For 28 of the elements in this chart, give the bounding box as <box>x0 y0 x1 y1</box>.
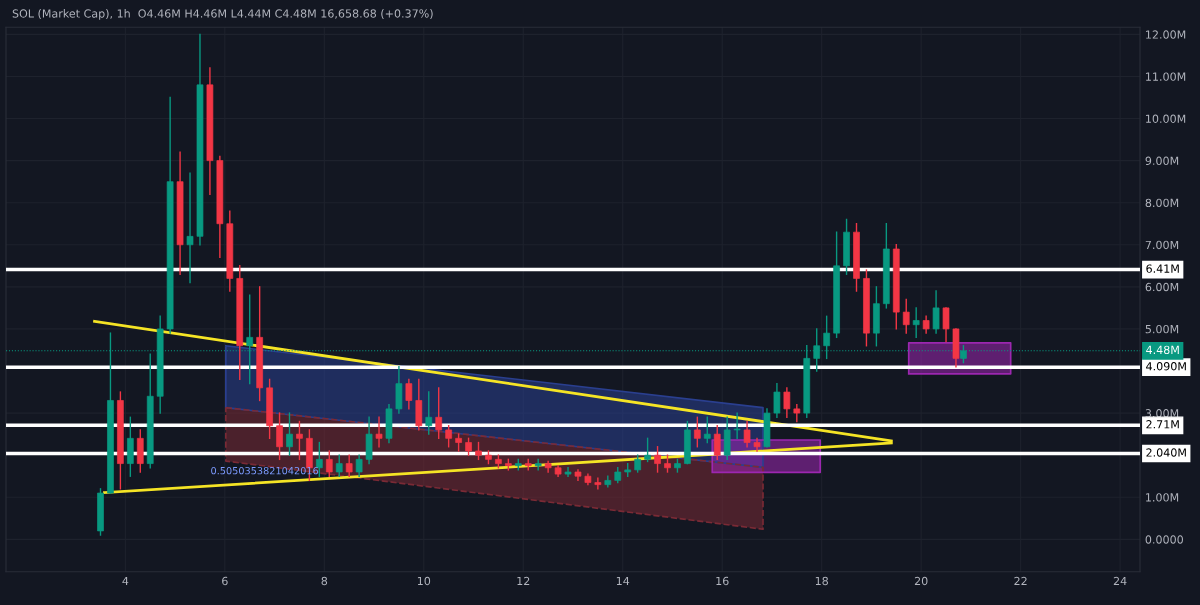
ref-line-label: 4.090M <box>1146 362 1186 371</box>
x-tick-label: 6 <box>222 576 228 586</box>
ref-line-label: 2.040M <box>1146 448 1186 457</box>
x-tick-label: 14 <box>616 576 630 586</box>
chart-title: SOL (Market Cap), 1h O4.46M H4.46M L4.44M C4.48M 16,658.68 (+0.37%) <box>12 9 433 20</box>
y-tick-label: 10.00M <box>1146 114 1186 123</box>
x-tick-label: 22 <box>1014 576 1027 586</box>
ref-line-label: 4.48M <box>1146 345 1179 355</box>
ref-line-label: 6.41M <box>1146 264 1179 273</box>
x-tick-label: 18 <box>815 576 828 586</box>
y-tick-label: 11.00M <box>1146 72 1186 81</box>
x-tick-label: 4 <box>122 576 129 586</box>
x-tick-label: 24 <box>1113 576 1127 586</box>
y-tick-label: 0.0000 <box>1145 535 1183 544</box>
y-tick-label: 1.00M <box>1146 493 1179 502</box>
x-tick-label: 12 <box>517 576 530 586</box>
x-tick-label: 20 <box>914 576 928 586</box>
y-tick-label: 3.00M <box>1145 409 1179 418</box>
y-tick-label: 7.00M <box>1145 240 1179 250</box>
y-tick-label: 5.00M <box>1145 324 1179 334</box>
y-tick-label: 12.00M <box>1146 30 1186 39</box>
y-tick-label: 8.00M <box>1145 198 1179 208</box>
x-tick-label: 8 <box>321 576 328 586</box>
x-tick-label: 16 <box>716 576 729 586</box>
x-tick-label: 10 <box>417 576 431 586</box>
y-tick-label: 6.00M <box>1145 282 1179 292</box>
y-tick-label: 9.00M <box>1145 156 1179 165</box>
ref-line-label: 2.71M <box>1146 420 1179 429</box>
